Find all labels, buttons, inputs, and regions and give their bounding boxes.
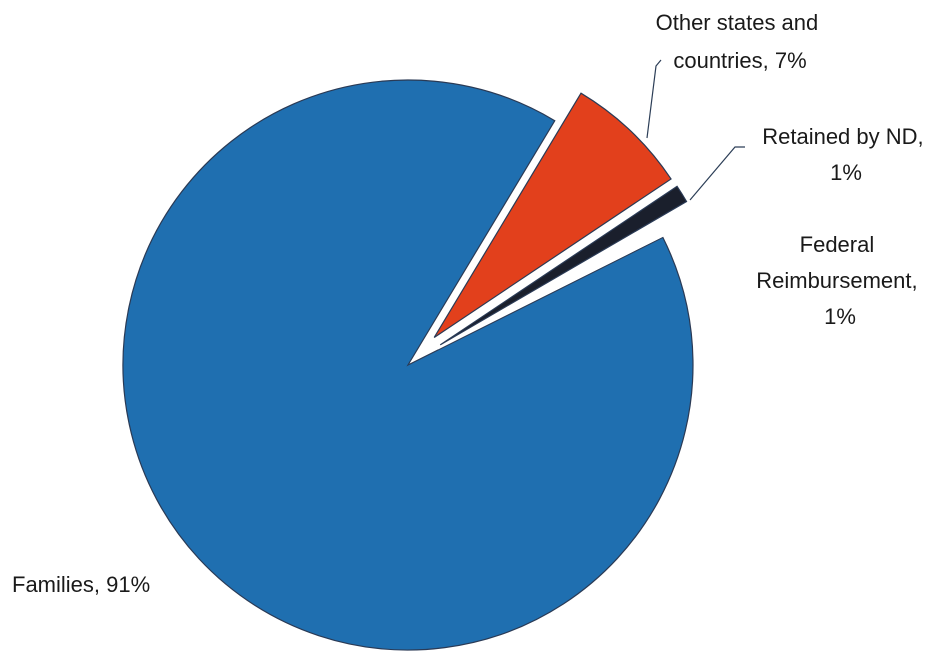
leader-line-other-states bbox=[646, 59, 662, 139]
label-families: Families, 91% bbox=[12, 572, 150, 597]
label-federal-reimbursement: Federal Reimbursement, 1% bbox=[756, 232, 924, 329]
leader-line-retained-nd bbox=[689, 146, 745, 201]
label-retained-nd: Retained by ND, 1% bbox=[762, 124, 930, 185]
pie-slice-federal-reimbursement bbox=[437, 204, 694, 350]
label-other-states: Other states and countries, 7% bbox=[656, 10, 825, 73]
pie-slices bbox=[122, 79, 694, 651]
pie-slice-families bbox=[122, 79, 694, 651]
pie-slice-other-states-and-countries bbox=[433, 92, 672, 338]
pie-slice-retained-by-nd bbox=[439, 185, 688, 346]
slice-labels: Other states and countries, 7% Retained … bbox=[12, 10, 930, 597]
leader-lines bbox=[646, 59, 745, 201]
